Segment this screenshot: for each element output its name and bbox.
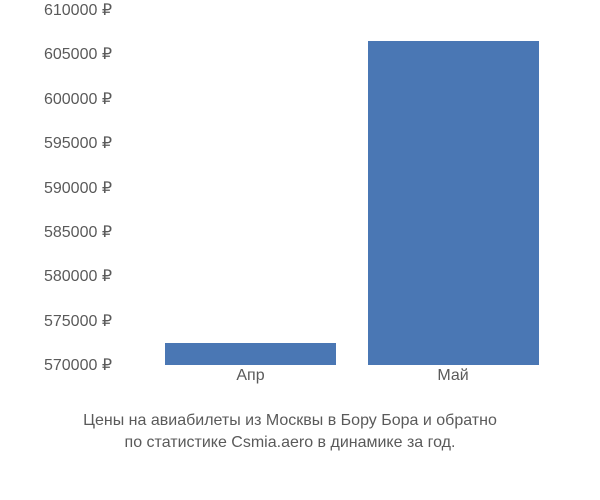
x-tick-label: Май (437, 367, 468, 385)
y-tick-label: 585000 ₽ (44, 222, 112, 242)
y-tick-label: 580000 ₽ (44, 266, 112, 286)
caption-line-2: по статистике Csmia.aero в динамике за г… (125, 434, 456, 451)
y-tick-label: 570000 ₽ (44, 355, 112, 375)
bars-area (120, 10, 570, 365)
y-tick-label: 590000 ₽ (44, 178, 112, 198)
plot-area: 570000 ₽ 575000 ₽ 580000 ₽ 585000 ₽ 590000 ₽… (10, 10, 570, 390)
y-tick-label: 605000 ₽ (44, 44, 112, 64)
x-tick-label: Апр (236, 367, 264, 385)
bar (368, 41, 539, 365)
chart-container: 570000 ₽ 575000 ₽ 580000 ₽ 585000 ₽ 590000 ₽… (0, 0, 600, 500)
y-tick-label: 600000 ₽ (44, 89, 112, 109)
bar (165, 343, 336, 365)
y-tick-label: 595000 ₽ (44, 133, 112, 153)
caption-line-1: Цены на авиабилеты из Москвы в Бору Бора… (83, 412, 497, 429)
y-tick-label: 575000 ₽ (44, 311, 112, 331)
y-axis: 570000 ₽ 575000 ₽ 580000 ₽ 585000 ₽ 590000 ₽… (10, 10, 120, 390)
y-tick-label: 610000 ₽ (44, 0, 112, 20)
x-axis: Апр Май (120, 365, 570, 390)
chart-caption: Цены на авиабилеты из Москвы в Бору Бора… (10, 410, 570, 455)
